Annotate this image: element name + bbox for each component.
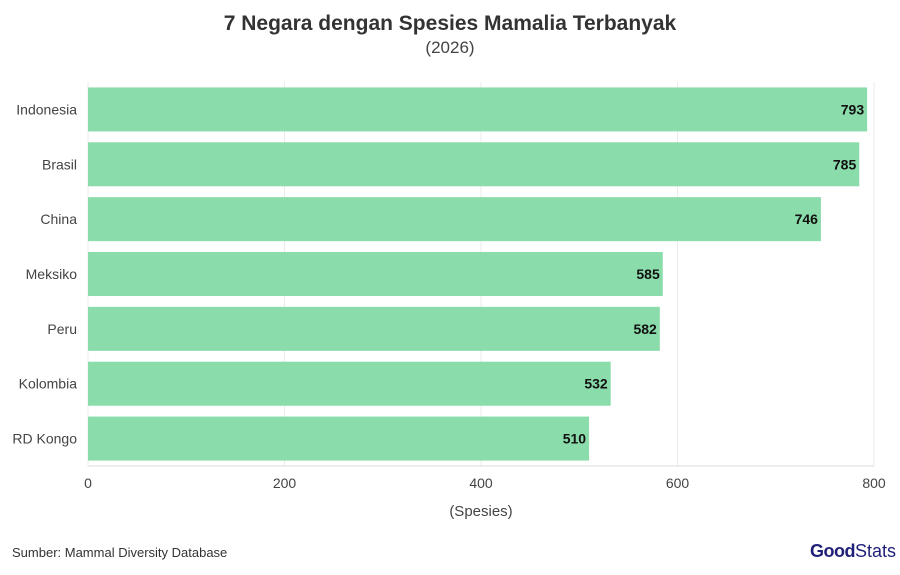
x-tick-label: 800 xyxy=(862,475,886,491)
bar xyxy=(88,306,660,351)
goodstats-logo: GoodStats xyxy=(810,541,897,561)
bar xyxy=(88,87,868,132)
chart-subtitle: (2026) xyxy=(425,38,475,57)
data-label: 585 xyxy=(636,266,660,282)
y-tick-label: Peru xyxy=(47,321,77,337)
chart-title: 7 Negara dengan Spesies Mamalia Terbanya… xyxy=(223,12,677,35)
x-tick-label: 200 xyxy=(273,475,297,491)
source-note: Sumber: Mammal Diversity Database xyxy=(12,545,228,560)
data-label: 785 xyxy=(833,156,857,172)
x-axis-title: (Spesies) xyxy=(449,503,512,520)
y-tick-label: RD Kongo xyxy=(12,431,77,447)
y-tick-label: China xyxy=(40,211,77,227)
bar xyxy=(88,142,860,187)
y-tick-label: Indonesia xyxy=(16,101,77,117)
y-tick-label: Meksiko xyxy=(26,266,78,282)
bar xyxy=(88,416,590,461)
y-tick-label: Kolombia xyxy=(19,376,78,392)
y-tick-label: Brasil xyxy=(42,156,77,172)
bar xyxy=(88,197,821,242)
data-label: 582 xyxy=(633,321,657,337)
x-tick-label: 0 xyxy=(84,475,92,491)
data-label: 532 xyxy=(584,376,608,392)
data-label: 746 xyxy=(795,211,819,227)
bar xyxy=(88,252,663,296)
x-tick-label: 600 xyxy=(666,475,690,491)
data-label: 510 xyxy=(563,431,587,447)
data-label: 793 xyxy=(841,101,865,117)
bar xyxy=(88,361,611,406)
x-tick-label: 400 xyxy=(469,475,493,491)
